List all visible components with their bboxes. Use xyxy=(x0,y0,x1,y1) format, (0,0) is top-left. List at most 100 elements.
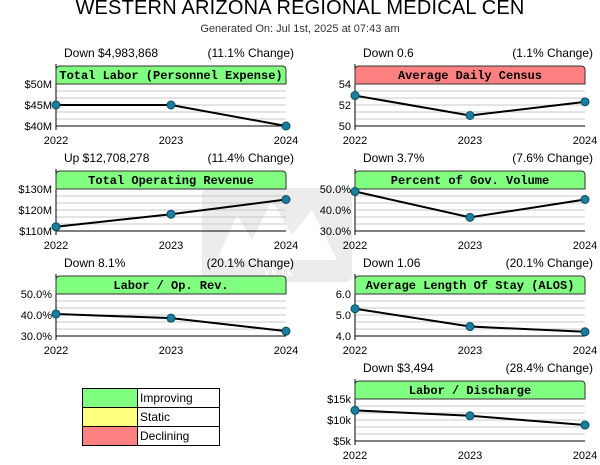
y-tick-label: $110M xyxy=(19,226,52,238)
chart-title: Percent of Gov. Volume xyxy=(391,174,549,188)
y-tick-label: $120M xyxy=(18,205,52,217)
data-point xyxy=(51,222,61,232)
chart-title: Labor / Discharge xyxy=(409,384,531,398)
x-tick-label: 2023 xyxy=(458,345,482,357)
data-point xyxy=(166,209,176,219)
data-point xyxy=(51,309,61,319)
line-chart: Average Length Of Stay (ALOS) 4.0 5.0 6.0 20… xyxy=(336,274,597,357)
x-tick-label: 2023 xyxy=(458,135,482,147)
y-tick-label: 50.0% xyxy=(320,184,351,196)
chart-panel-total-labor: Down $4,983,868 (11.1% Change) Total Labor… xyxy=(24,46,306,147)
legend-row-declining: Declining xyxy=(83,427,219,445)
line-chart: Average Daily Census 50 52 54 2022 2023 2024 xyxy=(339,64,597,147)
data-point xyxy=(580,195,590,204)
legend-row-static: Static xyxy=(83,408,219,427)
chart-panel-labor-discharge: Down $3,494 (28.4% Change) Labor / Dischar… xyxy=(327,361,600,462)
x-tick-label: 2024 xyxy=(274,345,298,357)
data-point xyxy=(580,327,590,337)
legend-swatch-declining xyxy=(83,427,138,445)
x-tick-label: 2023 xyxy=(159,240,183,252)
legend-swatch-static xyxy=(83,408,138,426)
status-legend: Improving Static Declining xyxy=(82,388,220,446)
data-point xyxy=(465,212,475,222)
data-point xyxy=(580,97,590,107)
legend-row-improving: Improving xyxy=(83,389,219,408)
chart-panel-percent-gov-volume: Down 3.7% (7.6% Change) Percent of Gov. Vo… xyxy=(320,151,600,252)
data-point xyxy=(166,313,176,323)
legend-label-improving: Improving xyxy=(140,391,193,405)
y-tick-label: 4.0 xyxy=(336,331,351,343)
chart-title: Average Daily Census xyxy=(398,69,542,83)
chart-title-banner xyxy=(354,170,586,190)
y-tick-label: 30.0% xyxy=(21,331,52,343)
x-tick-label: 2023 xyxy=(159,135,183,147)
pct-change-label: (1.1% Change) xyxy=(512,46,593,60)
line-chart: Labor / Op. Rev. 30.0% 40.0% 50.0% 2022 2023 2… xyxy=(21,274,298,357)
x-tick-label: 2024 xyxy=(573,240,597,252)
x-tick-label: 2024 xyxy=(573,345,597,357)
legend-label-declining: Declining xyxy=(140,429,190,443)
x-tick-label: 2022 xyxy=(343,450,367,462)
change-label: Down 3.7% xyxy=(363,151,425,165)
chart-panel-labor-op-rev: Down 8.1% (20.1% Change) Labor / Op. Rev. 3… xyxy=(21,256,306,357)
x-tick-label: 2024 xyxy=(274,135,298,147)
x-tick-label: 2024 xyxy=(573,450,597,462)
data-point xyxy=(350,187,360,197)
chart-title: Total Operating Revenue xyxy=(88,174,254,188)
x-tick-label: 2024 xyxy=(573,135,597,147)
data-point xyxy=(281,326,291,336)
data-point xyxy=(350,91,360,101)
line-chart: Percent of Gov. Volume 30.0% 40.0% 50.0% 202… xyxy=(320,169,597,252)
y-tick-label: $5k xyxy=(333,436,351,448)
data-point xyxy=(465,411,475,421)
pct-change-label: (20.1% Change) xyxy=(206,256,294,270)
x-tick-label: 2022 xyxy=(44,135,68,147)
pct-change-label: (20.1% Change) xyxy=(505,256,593,270)
y-tick-label: $130M xyxy=(18,184,52,196)
chart-title: Average Length Of Stay (ALOS) xyxy=(366,279,575,293)
y-tick-label: $50M xyxy=(24,79,52,91)
data-point xyxy=(350,304,360,314)
chart-title: Labor / Op. Rev. xyxy=(113,279,228,293)
x-tick-label: 2022 xyxy=(44,240,68,252)
y-tick-label: 52 xyxy=(339,100,351,112)
legend-swatch-improving xyxy=(83,389,138,407)
chart-title-banner xyxy=(55,170,287,190)
chart-title-banner xyxy=(55,275,287,295)
pct-change-label: (28.4% Change) xyxy=(505,361,593,375)
line-chart: Total Operating Revenue $110M $120M $130M 20… xyxy=(18,169,298,252)
change-label: Down 1.06 xyxy=(363,256,421,270)
y-tick-label: 40.0% xyxy=(21,310,52,322)
chart-title-banner xyxy=(55,65,287,85)
x-tick-label: 2023 xyxy=(159,345,183,357)
data-point xyxy=(281,121,291,131)
chart-title-banner xyxy=(354,380,586,400)
change-label: Down 8.1% xyxy=(64,256,126,270)
y-tick-label: $40M xyxy=(24,121,52,133)
chart-title: Total Labor (Personnel Expense) xyxy=(59,69,282,83)
x-tick-label: 2023 xyxy=(458,450,482,462)
chart-panel-alos: Down 1.06 (20.1% Change) Average Length Of… xyxy=(336,256,600,357)
change-label: Down 0.6 xyxy=(363,46,414,60)
x-tick-label: 2024 xyxy=(274,240,298,252)
data-point xyxy=(465,322,475,332)
line-chart: Labor / Discharge $5k $10k $15k 2022 2023 2024 xyxy=(327,379,597,462)
chart-panel-total-operating-revenue: Up $12,708,278 (11.4% Change) Total Operat… xyxy=(18,151,306,252)
page-title: WESTERN ARIZONA REGIONAL MEDICAL CEN xyxy=(75,0,525,19)
pct-change-label: (11.1% Change) xyxy=(207,46,295,60)
data-point xyxy=(51,100,61,110)
data-point xyxy=(166,100,176,110)
y-tick-label: $10k xyxy=(327,415,351,427)
change-label: Down $4,983,868 xyxy=(64,46,159,60)
pct-change-label: (7.6% Change) xyxy=(512,151,593,165)
pct-change-label: (11.4% Change) xyxy=(207,151,295,165)
chart-panel-average-daily-census: Down 0.6 (1.1% Change) Average Daily Censu… xyxy=(339,46,600,147)
y-tick-label: 6.0 xyxy=(336,289,351,301)
change-label: Down $3,494 xyxy=(363,361,434,375)
data-point xyxy=(281,195,291,204)
watermark-logo-icon: WR xyxy=(202,188,352,282)
x-tick-label: 2022 xyxy=(343,345,367,357)
y-tick-label: 40.0% xyxy=(320,205,351,217)
data-point xyxy=(580,420,590,430)
data-point xyxy=(350,405,360,415)
